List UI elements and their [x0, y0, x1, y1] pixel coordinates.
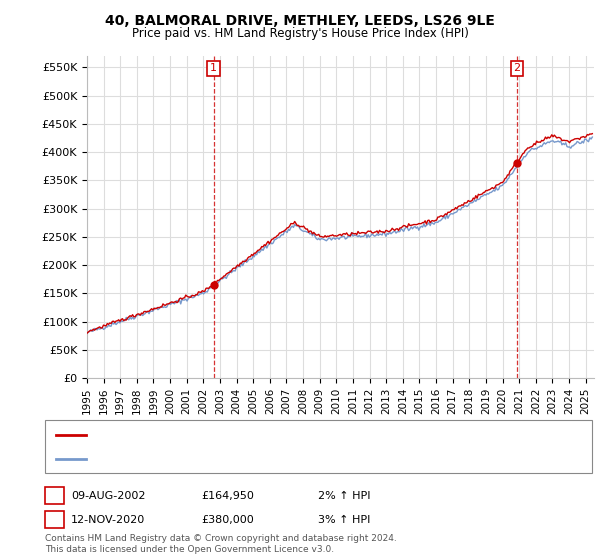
Text: 40, BALMORAL DRIVE, METHLEY, LEEDS, LS26 9LE (detached house): 40, BALMORAL DRIVE, METHLEY, LEEDS, LS26… [90, 430, 445, 440]
Text: 3% ↑ HPI: 3% ↑ HPI [318, 515, 370, 525]
Text: Contains HM Land Registry data © Crown copyright and database right 2024.: Contains HM Land Registry data © Crown c… [45, 534, 397, 543]
Text: 12-NOV-2020: 12-NOV-2020 [71, 515, 145, 525]
Text: This data is licensed under the Open Government Licence v3.0.: This data is licensed under the Open Gov… [45, 545, 334, 554]
Text: 40, BALMORAL DRIVE, METHLEY, LEEDS, LS26 9LE: 40, BALMORAL DRIVE, METHLEY, LEEDS, LS26… [105, 14, 495, 28]
Text: Price paid vs. HM Land Registry's House Price Index (HPI): Price paid vs. HM Land Registry's House … [131, 27, 469, 40]
Text: 1: 1 [210, 63, 217, 73]
Text: 1: 1 [51, 491, 58, 501]
Text: £164,950: £164,950 [201, 491, 254, 501]
Text: HPI: Average price, detached house, Leeds: HPI: Average price, detached house, Leed… [90, 454, 313, 464]
Text: 2% ↑ HPI: 2% ↑ HPI [318, 491, 371, 501]
Text: £380,000: £380,000 [201, 515, 254, 525]
Text: 2: 2 [51, 515, 58, 525]
Text: 2: 2 [514, 63, 521, 73]
Text: 09-AUG-2002: 09-AUG-2002 [71, 491, 145, 501]
